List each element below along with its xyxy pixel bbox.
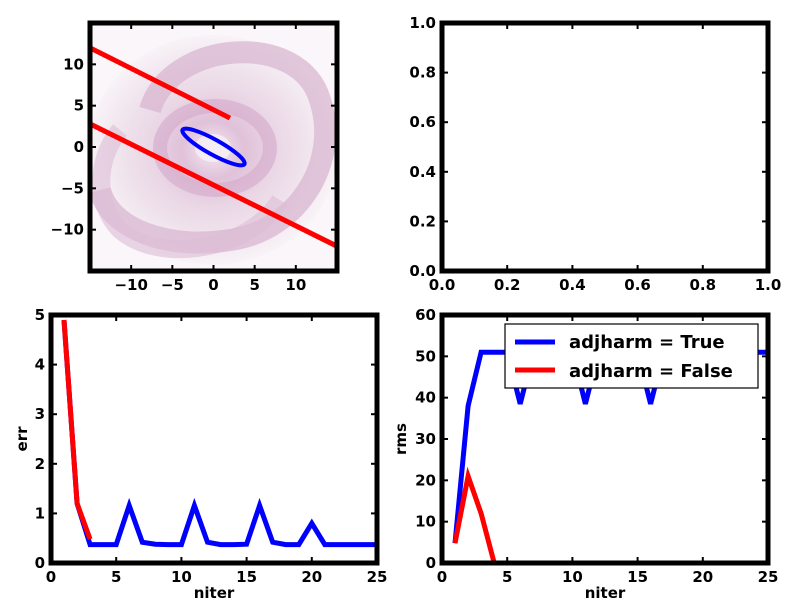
series-line-0: [61, 319, 377, 548]
x-tick-label: 10: [562, 568, 583, 586]
x-tick-label: −5: [161, 276, 184, 294]
y-tick-label: 10: [415, 513, 436, 531]
x-tick-label: −10: [114, 276, 147, 294]
y-tick-label: 0: [35, 554, 45, 572]
panel-top-left: −10 −5 0 5 10 −10 −5 0 5 10: [51, 20, 340, 294]
x-tick-label: 5: [249, 276, 259, 294]
galaxy-image: [90, 23, 337, 271]
legend-label-false: adjharm = False: [569, 361, 733, 382]
bl-axes-background: [51, 315, 377, 563]
x-tick-label: 10: [285, 276, 306, 294]
legend-label-true: adjharm = True: [569, 332, 725, 353]
y-tick-label: 1: [35, 504, 45, 522]
y-tick-label: 0: [74, 138, 84, 156]
y-tick-label: 5: [35, 306, 45, 324]
y-tick-label: 0: [426, 554, 436, 572]
tl-red-line-1: [90, 45, 232, 121]
br-ticks: 0 5 10 15 20 25 0 10 20 30 40 50 60: [415, 306, 778, 586]
bl-axes-frame: [48, 312, 380, 566]
x-tick-label: 5: [502, 568, 512, 586]
y-tick-label: −10: [51, 221, 84, 239]
y-tick-label: 3: [35, 405, 45, 423]
x-tick-label: 20: [301, 568, 322, 586]
x-tick-label: 0.4: [559, 276, 586, 294]
y-tick-label: 0.6: [409, 113, 436, 131]
y-tick-label: 60: [415, 306, 436, 324]
y-tick-label: 10: [63, 55, 84, 73]
y-tick-label: 0.2: [409, 212, 436, 230]
x-tick-label: 15: [236, 568, 257, 586]
x-tick-label: 1.0: [755, 276, 782, 294]
y-tick-label: 5: [74, 97, 84, 115]
x-tick-label: 20: [692, 568, 713, 586]
x-tick-label: 0.6: [624, 276, 651, 294]
y-tick-label: 2: [35, 455, 45, 473]
series-line-1: [61, 319, 93, 541]
x-tick-label: 0.8: [690, 276, 717, 294]
x-tick-label: 25: [758, 568, 779, 586]
tl-red-line-2: [90, 121, 337, 249]
tl-ticks: −10 −5 0 5 10 −10 −5 0 5 10: [51, 23, 337, 294]
x-tick-label: 0: [437, 568, 447, 586]
tr-axes-frame: [439, 20, 771, 274]
x-tick-label: 5: [111, 568, 121, 586]
y-tick-label: 1.0: [409, 14, 436, 32]
bl-ylabel: err: [13, 426, 31, 452]
br-legend: adjharm = True adjharm = False: [504, 323, 759, 389]
bl-xlabel: niter: [194, 584, 235, 600]
br-xlabel: niter: [585, 584, 626, 600]
tr-ticks: 0.0 0.2 0.4 0.6 0.8 1.0 0.0 0.2 0.4 0.6 0.8 1.0: [409, 14, 781, 294]
y-tick-label: 0.0: [409, 262, 436, 280]
panel-bottom-right: 0 5 10 15 20 25 0 10 20 30 40 50 60 niter rms adjhar…: [392, 306, 778, 600]
y-tick-label: 20: [415, 471, 436, 489]
tl-blue-ellipse: [180, 126, 247, 168]
x-tick-label: 0.0: [429, 276, 456, 294]
x-tick-label: 0.2: [494, 276, 521, 294]
legend-box: [504, 323, 759, 389]
series-line-1: [452, 466, 497, 563]
x-tick-label: 0: [46, 568, 56, 586]
x-tick-label: 0: [208, 276, 218, 294]
bl-lines: [61, 319, 377, 548]
y-tick-label: 40: [415, 389, 436, 407]
y-tick-label: −5: [61, 179, 84, 197]
x-tick-label: 10: [171, 568, 192, 586]
x-tick-label: 25: [367, 568, 388, 586]
x-tick-label: 15: [627, 568, 648, 586]
y-tick-label: 50: [415, 347, 436, 365]
y-tick-label: 30: [415, 430, 436, 448]
y-tick-label: 0.8: [409, 64, 436, 82]
bl-ticks: 0 5 10 15 20 25 0 1 2 3 4 5: [35, 306, 388, 586]
br-ylabel: rms: [392, 423, 410, 455]
y-tick-label: 0.4: [409, 163, 436, 181]
panel-top-right: 0.0 0.2 0.4 0.6 0.8 1.0 0.0 0.2 0.4 0.6 0.8 1.0: [409, 14, 781, 294]
y-tick-label: 4: [35, 356, 45, 374]
panel-bottom-left: 0 5 10 15 20 25 0 1 2 3 4 5 niter err: [13, 306, 387, 600]
